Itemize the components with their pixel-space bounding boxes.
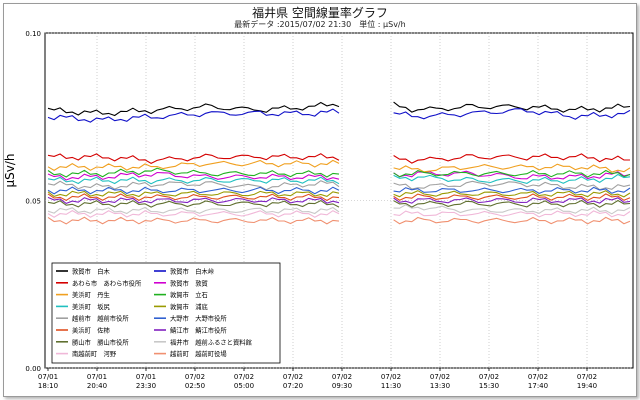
series-line xyxy=(393,180,631,191)
series-line xyxy=(393,173,631,184)
y-axis-label: μSv/h xyxy=(3,153,17,187)
series-line xyxy=(393,190,631,198)
series-line xyxy=(393,169,631,178)
legend-box xyxy=(51,262,281,364)
legend-label: 敦賀市 浦底 xyxy=(170,302,208,311)
legend-label: 敦賀市 敦賀 xyxy=(170,278,208,287)
legend-label: 越前町 越前町役場 xyxy=(170,349,227,358)
legend-label: 福井市 越前ふるさと資料館 xyxy=(170,337,252,346)
series-line xyxy=(393,216,631,225)
series-line xyxy=(393,210,631,218)
series-line xyxy=(47,159,340,171)
series-line xyxy=(47,209,340,218)
x-tick-label-date: 07/01 xyxy=(87,373,107,381)
x-tick-label-date: 07/02 xyxy=(283,373,303,381)
x-tick-label-time: 05:00 xyxy=(234,382,254,390)
x-tick-label-date: 07/02 xyxy=(381,373,401,381)
series-line xyxy=(47,193,340,202)
series-line xyxy=(47,186,340,195)
x-tick-label-date: 07/01 xyxy=(38,373,58,381)
series-line xyxy=(47,180,340,191)
x-tick-label-date: 07/02 xyxy=(479,373,499,381)
x-tick-label-date: 07/02 xyxy=(332,373,352,381)
series-line xyxy=(47,167,340,178)
series-line xyxy=(393,108,631,120)
series-line xyxy=(47,153,340,165)
series-line xyxy=(47,171,340,181)
series-line xyxy=(47,206,340,215)
series-line xyxy=(47,196,340,205)
y-tick-label: 0.00 xyxy=(25,365,41,373)
series-line xyxy=(393,153,630,164)
series-line xyxy=(393,199,631,208)
legend-label: 美浜町 坂尻 xyxy=(72,302,110,311)
series-line xyxy=(47,190,340,198)
x-tick-label-date: 07/02 xyxy=(234,373,254,381)
x-tick-label-time: 15:30 xyxy=(479,382,499,390)
series-line xyxy=(393,170,631,180)
legend-label: 敦賀市 白木 xyxy=(72,267,110,276)
x-tick-label-time: 11:30 xyxy=(381,382,401,390)
legend-label: 敦賀市 白木峠 xyxy=(170,267,215,276)
series-line xyxy=(47,199,340,208)
legend-label: 美浜町 佐柿 xyxy=(72,326,110,335)
x-tick-label-time: 23:30 xyxy=(136,382,156,390)
x-tick-label-time: 18:10 xyxy=(38,382,58,390)
legend-label: 鯖江市 鯖江市役所 xyxy=(170,326,227,335)
x-tick-label-time: 13:30 xyxy=(430,382,450,390)
x-tick-label-date: 07/02 xyxy=(528,373,548,381)
series-line xyxy=(393,204,631,215)
series-line xyxy=(47,176,340,185)
y-tick-label: 0.05 xyxy=(25,198,41,206)
legend-label: 勝山市 勝山市役所 xyxy=(72,337,129,346)
x-tick-label-date: 07/02 xyxy=(185,373,205,381)
y-tick-label: 0.10 xyxy=(25,30,41,38)
legend-label: 美浜町 丹生 xyxy=(72,290,110,299)
x-tick-label-time: 09:30 xyxy=(332,382,352,390)
x-tick-label-time: 19:40 xyxy=(577,382,597,390)
x-tick-label-time: 02:50 xyxy=(185,382,205,390)
x-tick-label-time: 17:40 xyxy=(528,382,548,390)
series-line xyxy=(393,193,631,202)
x-tick-label-time: 20:40 xyxy=(87,382,107,390)
legend-label: 越前市 越前市役所 xyxy=(72,314,129,323)
legend-label: あわら市 あわら市役所 xyxy=(72,278,142,287)
chart-subtitle: 最新データ :2015/07/02 21:30 単位 : μSv/h xyxy=(234,20,406,29)
series-line xyxy=(47,216,340,225)
chart-title: 福井県 空間線量率グラフ xyxy=(252,6,388,20)
series-line xyxy=(47,108,340,123)
series-line xyxy=(393,101,631,113)
series-line xyxy=(47,101,340,117)
series-line xyxy=(393,197,631,204)
legend-label: 大野市 大野市役所 xyxy=(170,314,227,323)
legend-label: 南越前町 河野 xyxy=(72,349,117,358)
x-tick-label-date: 07/01 xyxy=(136,373,156,381)
series-line xyxy=(393,163,631,173)
x-tick-label-time: 07:20 xyxy=(283,382,303,390)
series-line xyxy=(393,186,631,195)
x-tick-label-date: 07/02 xyxy=(577,373,597,381)
x-tick-label-date: 07/02 xyxy=(430,373,450,381)
legend-label: 敦賀市 立石 xyxy=(170,290,208,299)
